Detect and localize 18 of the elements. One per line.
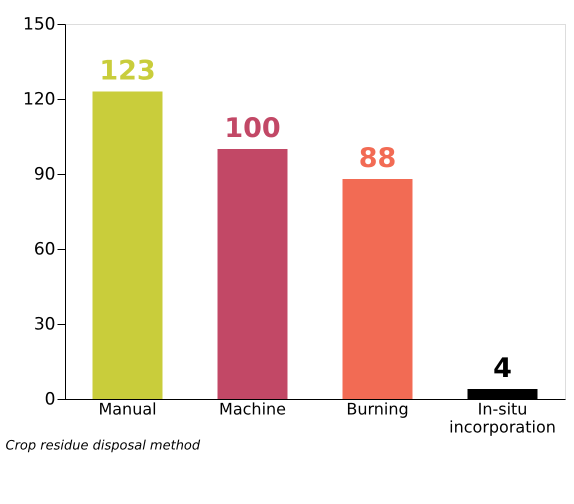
y-tick-label: 0 — [44, 390, 56, 410]
y-tick-label: 150 — [23, 14, 56, 34]
y-tick-label: 90 — [34, 164, 56, 184]
y-tick-label: 60 — [34, 240, 56, 260]
y-tick-label: 30 — [34, 314, 56, 334]
x-tick-label: Burning — [346, 400, 409, 418]
data-label: 88 — [358, 143, 396, 174]
x-tick-label: In-situ incorporation — [449, 400, 556, 436]
data-label: 4 — [493, 353, 512, 384]
bar — [218, 149, 288, 399]
bar — [342, 179, 412, 399]
bar — [92, 92, 162, 399]
y-tick-label: 120 — [23, 90, 56, 110]
x-tick-label: Manual — [98, 400, 157, 418]
data-label: 100 — [224, 113, 281, 144]
x-axis-title: Crop residue disposal method — [6, 438, 201, 454]
x-tick-label: Machine — [219, 400, 286, 418]
data-label: 123 — [99, 56, 156, 86]
